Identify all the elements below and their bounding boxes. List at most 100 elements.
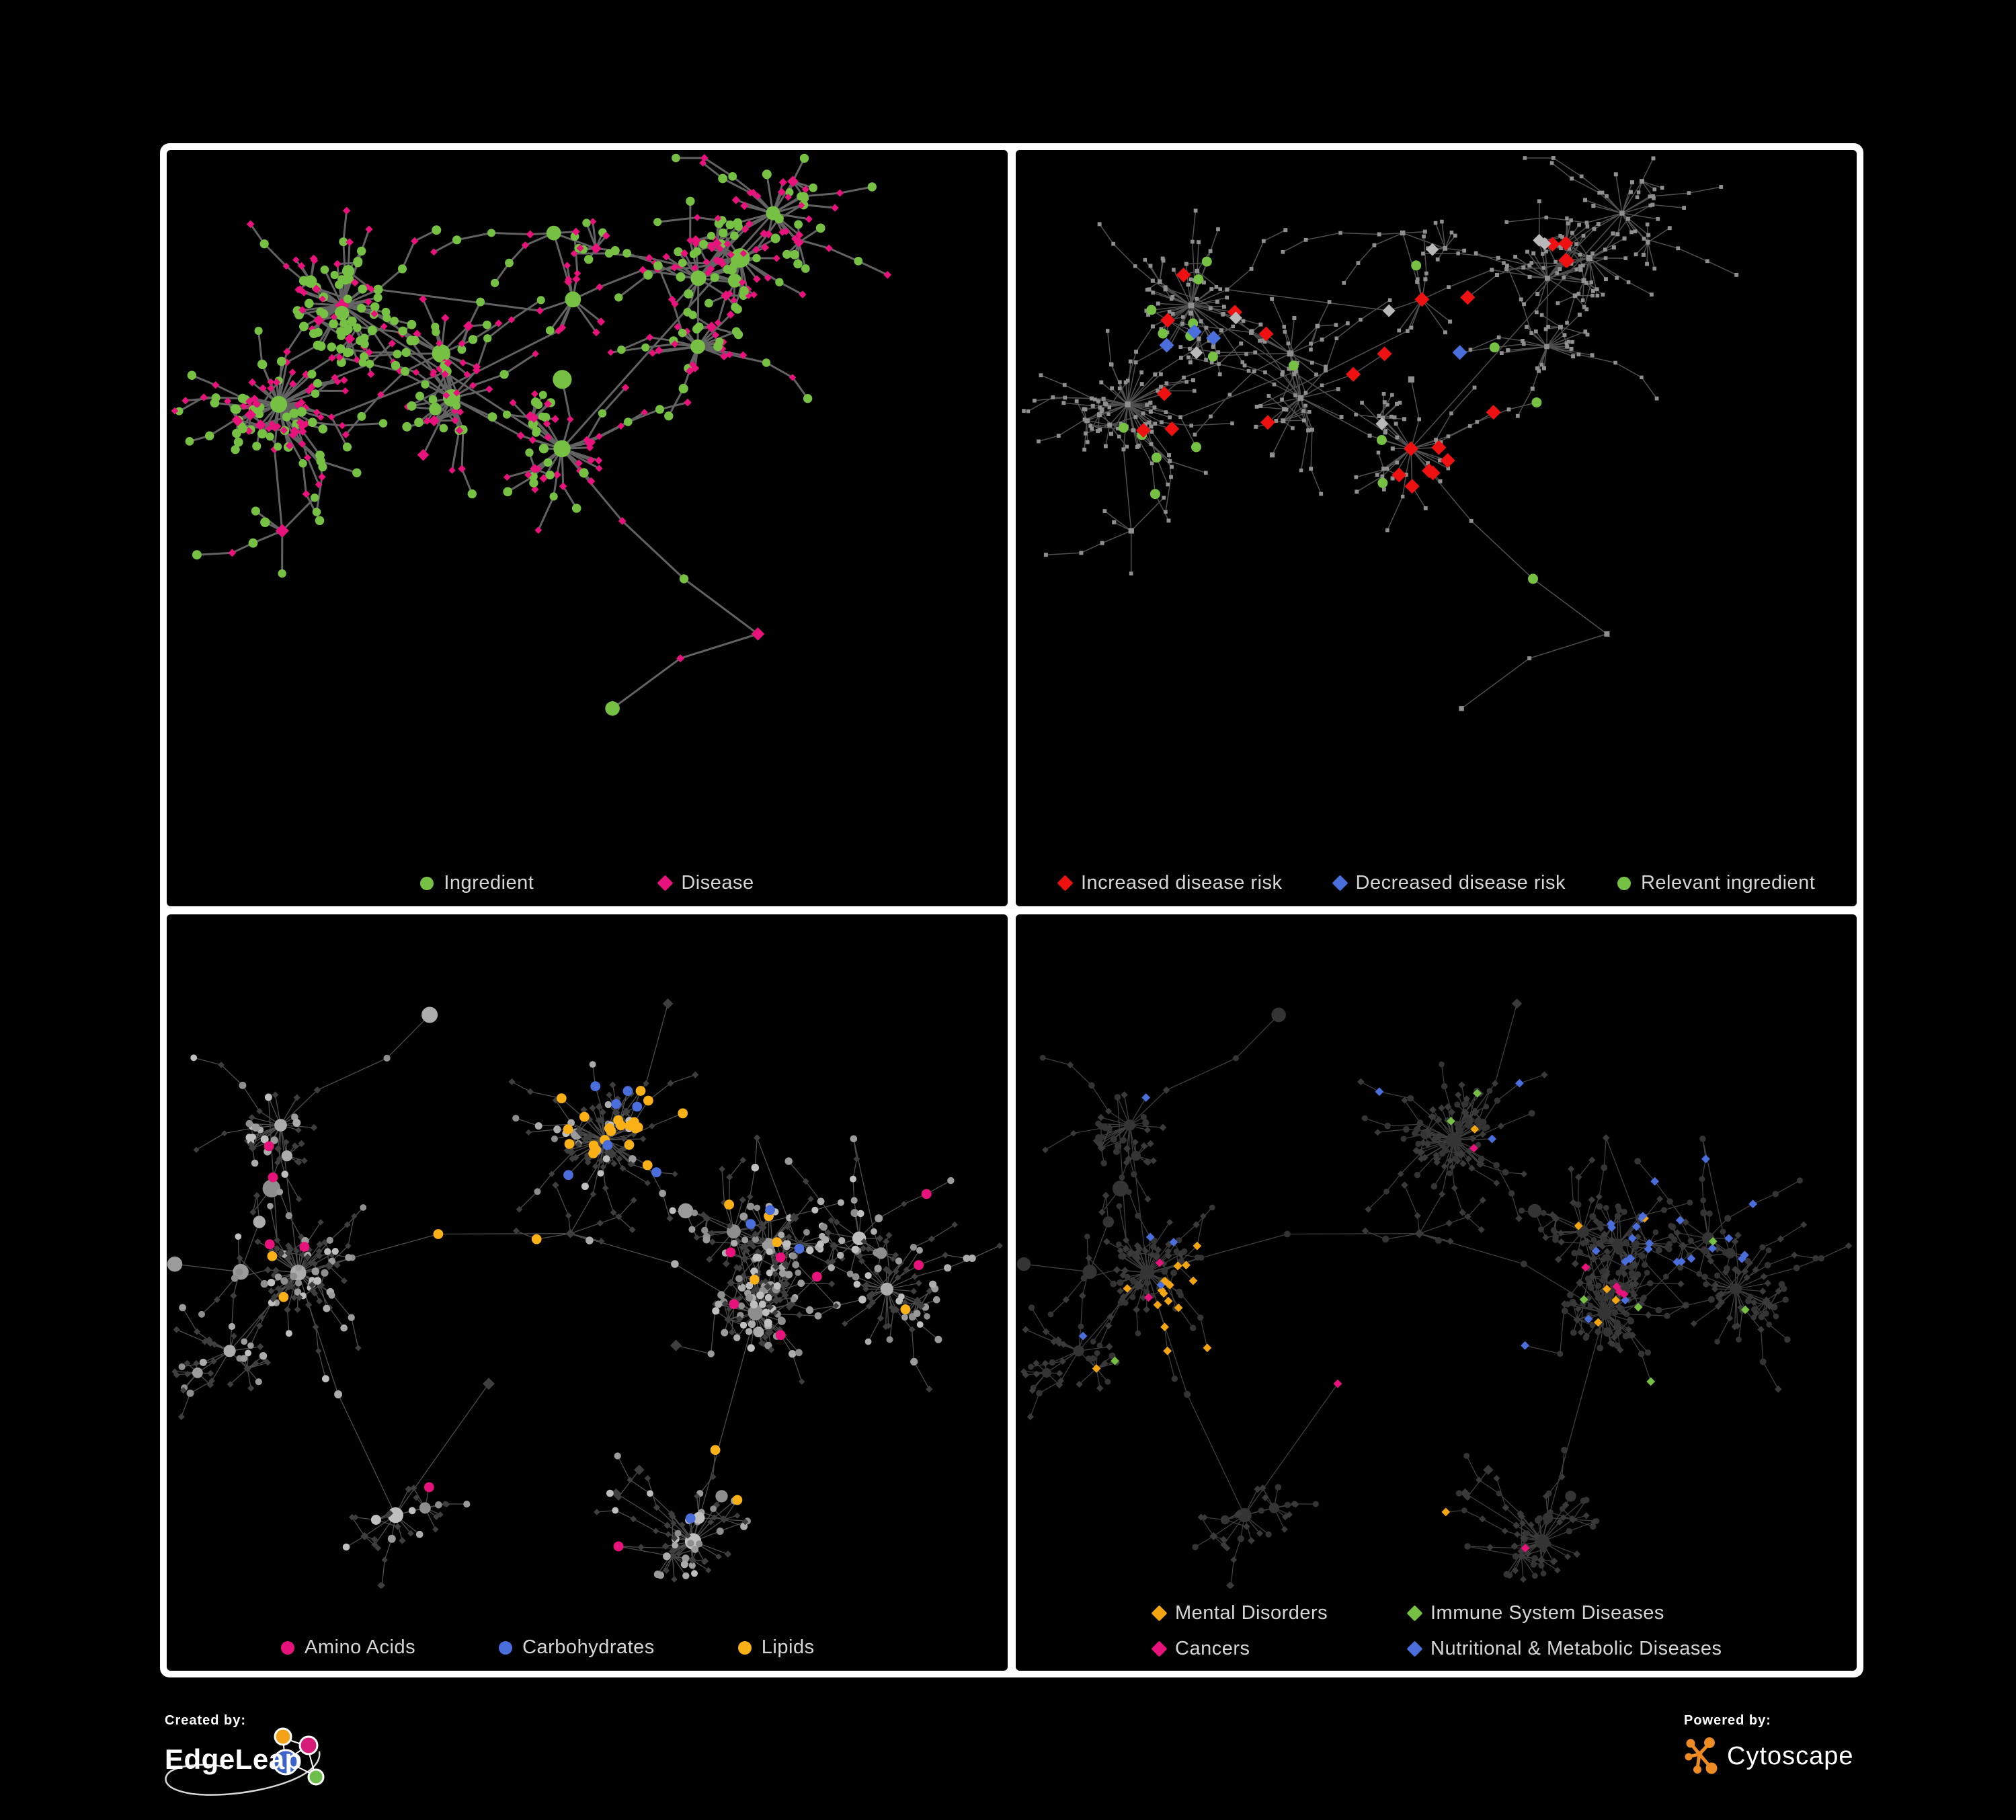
network-node (713, 342, 723, 352)
network-node (802, 1178, 809, 1185)
network-node (630, 1130, 637, 1138)
network-node (684, 398, 692, 407)
network-node (1112, 520, 1117, 524)
nutritional-metabolic-swatch-icon (1406, 1640, 1423, 1657)
network-node (730, 231, 739, 241)
network-node (1153, 422, 1158, 426)
network-node (701, 1226, 709, 1234)
network-node (571, 504, 581, 513)
network-node (1398, 401, 1402, 405)
network-node (315, 450, 325, 460)
network-node (253, 1216, 266, 1228)
network-node (1258, 1507, 1264, 1514)
network-node (1227, 305, 1242, 320)
network-node (1136, 443, 1141, 448)
network-node (1128, 528, 1134, 534)
network-node (298, 459, 307, 468)
network-node (675, 1550, 682, 1558)
network-node (612, 1507, 619, 1514)
network-node (1395, 435, 1400, 440)
network-node (1629, 1289, 1637, 1296)
network-node (1453, 233, 1457, 238)
network-node (750, 1287, 757, 1294)
network-node (700, 1211, 707, 1218)
network-node (1237, 1508, 1252, 1523)
network-node (1163, 286, 1168, 290)
network-node (663, 1521, 671, 1530)
network-node (1342, 281, 1346, 285)
network-node (1614, 1213, 1621, 1220)
network-node (559, 482, 567, 491)
network-node (1726, 1314, 1734, 1322)
network-node (313, 379, 322, 388)
network-node (589, 1061, 596, 1068)
network-node (1701, 1246, 1707, 1253)
network-node (1472, 385, 1477, 390)
network-node (1254, 424, 1258, 429)
network-node (348, 1314, 355, 1321)
network-node (346, 238, 354, 246)
network-node (731, 327, 741, 336)
network-node (752, 1230, 759, 1238)
network-node (778, 1231, 785, 1238)
network-node (627, 1476, 633, 1483)
network-node (336, 344, 346, 354)
network-node (322, 1375, 329, 1383)
network-node (298, 427, 307, 436)
network-node (1042, 1328, 1050, 1335)
network-node (1527, 1521, 1535, 1529)
network-node (288, 430, 297, 439)
network-node (342, 442, 352, 452)
network-node (1102, 1216, 1115, 1228)
network-node (1576, 1278, 1584, 1288)
network-node (285, 441, 294, 450)
network-node (1587, 1302, 1594, 1309)
network-node (583, 436, 591, 444)
network-node (1682, 206, 1686, 210)
network-node (725, 1247, 736, 1257)
network-node (260, 1135, 269, 1144)
network-node (536, 307, 544, 315)
network-node (916, 1321, 924, 1328)
network-node (1211, 344, 1215, 349)
network-node (184, 1370, 191, 1378)
network-node (238, 424, 247, 434)
network-node (1456, 1150, 1466, 1159)
network-node (784, 1223, 791, 1230)
network-node (565, 291, 581, 308)
network-node (298, 1140, 305, 1148)
network-node (874, 1265, 882, 1273)
network-node (670, 1339, 682, 1351)
network-node (1569, 218, 1573, 223)
network-node (581, 1135, 590, 1144)
network-node (1181, 1248, 1188, 1255)
network-node (1536, 1540, 1543, 1546)
legend-item-increased-risk: Increased disease risk (1057, 872, 1283, 894)
network-node (1126, 1251, 1133, 1258)
network-node (1493, 1179, 1500, 1187)
network-node (1110, 1136, 1117, 1143)
network-node (1444, 1103, 1452, 1111)
network-node (741, 1236, 749, 1244)
network-node (521, 241, 530, 249)
network-node (740, 202, 749, 210)
network-node (692, 239, 700, 248)
network-node (710, 273, 719, 282)
network-node (1534, 329, 1538, 333)
network-node (1428, 1113, 1436, 1121)
network-node (1426, 461, 1430, 465)
network-node (1642, 237, 1646, 241)
network-node (1611, 1309, 1618, 1316)
network-node (1446, 1156, 1454, 1164)
network-node (858, 1257, 865, 1265)
network-node (1642, 1261, 1648, 1268)
legend-item-decreased-risk: Decreased disease risk (1332, 872, 1566, 894)
network-node (1459, 1209, 1466, 1216)
network-node (458, 465, 466, 473)
network-node (1160, 1260, 1167, 1267)
network-node (1172, 268, 1176, 272)
network-node (1381, 392, 1386, 396)
network-node (586, 1236, 594, 1244)
network-node (1214, 285, 1219, 289)
network-node (1613, 1319, 1621, 1327)
